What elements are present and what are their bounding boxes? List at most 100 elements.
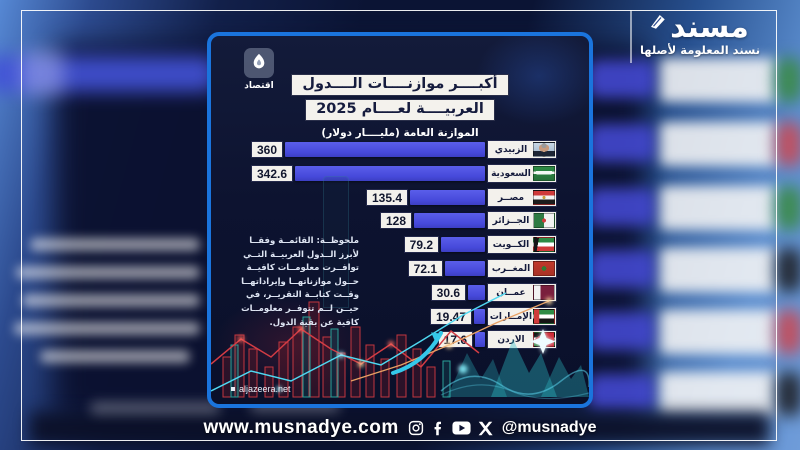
category-label-box: مصــر: [487, 188, 557, 207]
background-blur-label: [660, 310, 776, 354]
bar-value: 342.6: [250, 165, 293, 182]
category-label-box: السعودية: [487, 164, 557, 183]
bar: [475, 332, 485, 347]
chart-title: أكبــــر موازنــــات الــــدول العربيـــ…: [211, 74, 589, 121]
x-icon: [478, 421, 493, 435]
bar-value: 360: [250, 141, 283, 158]
footnote: ملحوظــة: القائمــة وفقــا لأبرز الــدول …: [221, 235, 359, 330]
logo-separator-line: [630, 10, 632, 63]
bar: [441, 237, 485, 252]
category-label: الزبيدي: [494, 144, 528, 155]
background-blur-textline: [30, 238, 200, 251]
oman-flag-icon: [533, 285, 555, 300]
category-label: المغــرب: [491, 263, 531, 274]
algeria-flag-icon: [533, 213, 555, 228]
bar: [414, 213, 485, 228]
background-blur-bar: [588, 188, 656, 226]
bar: [295, 166, 485, 181]
saudi-flag-icon: [533, 166, 555, 181]
footnote-line: لأبرز الــدول العربيــة التــي: [243, 249, 359, 260]
morocco-flag-icon: [533, 261, 555, 276]
chart-row: 135.4 مصــر: [211, 188, 589, 207]
pen-nib-icon: [651, 14, 665, 29]
background-blur-textline: [22, 294, 200, 307]
musnad-brand: مسند نسند المعلومة لأصلها: [622, 10, 778, 58]
category-label: الأردن: [497, 334, 525, 345]
social-icons: [408, 420, 493, 436]
background-blur-flag: [776, 310, 800, 354]
background-blur-flag: [776, 248, 800, 292]
source-watermark: aljazeera.net: [231, 384, 291, 394]
background-blur-flag: [776, 372, 800, 416]
chart-row: 342.6 السعودية: [211, 164, 589, 183]
background-blur-bar: [588, 250, 656, 288]
title-line-1: أكبــــر موازنــــات الــــدول: [291, 74, 509, 96]
bar: [468, 285, 485, 300]
footnote-line: ملحوظــة: القائمــة وفقــا: [249, 236, 359, 246]
bar-value: 19.47: [429, 308, 472, 325]
bar: [474, 309, 485, 324]
aljazeera-logo-block: اقتصاد: [227, 48, 291, 91]
footnote-line: وقــت كتابــة التقريــر، في: [246, 290, 359, 301]
category-label-box: الكــويت: [487, 235, 557, 254]
background-blur-label: [660, 186, 776, 230]
bullet-icon: [231, 387, 235, 391]
category-label-box: الزبيدي: [487, 140, 557, 159]
background-blur-label: [660, 372, 776, 416]
footnote-line: حيــن لــم تتوفــر معلومــات: [241, 303, 359, 314]
background-blur-textline: [16, 266, 200, 279]
decor-monument: [323, 176, 349, 308]
chart-row: 360 الزبيدي: [211, 140, 589, 159]
bar-value: 128: [379, 212, 412, 229]
background-blur-bar: [588, 60, 656, 98]
website-url: www.musnadye.com: [203, 417, 399, 438]
youtube-icon: [452, 421, 471, 435]
background-blur-bar: [588, 374, 656, 412]
category-label: الجــزائر: [492, 215, 530, 226]
category-label: السعودية: [491, 168, 531, 179]
bar-value: 79.2: [403, 236, 439, 253]
al-jazeera-logo-icon: [244, 48, 274, 78]
title-line-2: العربيــــة لعــــام 2025: [305, 99, 495, 121]
bar-value: 72.1: [407, 260, 443, 277]
background-blur-smudge: [90, 402, 220, 414]
background-blur-textline: [40, 350, 190, 363]
category-label: عمــان: [496, 287, 526, 298]
category-label-box: عمــان: [487, 283, 557, 302]
chart-row: 30.6 عمــان: [211, 283, 589, 302]
aljazeera-section-label: اقتصاد: [244, 81, 274, 91]
bar: [445, 261, 485, 276]
category-label-box: الجــزائر: [487, 211, 557, 230]
background-blur-flag: [776, 58, 800, 102]
background-blur-label: [660, 58, 776, 102]
background-blur-flag: [776, 122, 800, 166]
footnote-line: توافــرت معلومــات كافيــة: [246, 263, 359, 274]
kuwait-flag-icon: [533, 237, 555, 252]
footnote-line: حــول موازناتهــا وإيراداتهــا: [241, 276, 359, 287]
chart-row: 128 الجــزائر: [211, 211, 589, 230]
background-blur-flag: [776, 186, 800, 230]
musnad-tagline: نسند المعلومة لأصلها: [639, 43, 761, 57]
facebook-icon: [434, 421, 441, 435]
source-url: aljazeera.net: [239, 384, 291, 394]
category-label-box: المغــرب: [487, 259, 557, 278]
musnad-logo-text: مسند: [670, 10, 749, 45]
social-handle: @musnadye: [501, 419, 597, 436]
background-blur-textline: [14, 322, 200, 335]
bar: [410, 190, 485, 205]
footnote-line: كافية عن بقية الدول.: [269, 317, 360, 328]
background-blur-bar: [588, 124, 656, 162]
bar-value: 135.4: [365, 189, 408, 206]
category-label: الكــويت: [492, 239, 530, 250]
bar-value: 30.6: [430, 284, 466, 301]
footer-bar: www.musnadye.com @musnadye: [0, 413, 800, 443]
chart-row: 79.2 الكــويت: [211, 235, 589, 254]
background-blur-footerband: [30, 412, 770, 445]
category-label: مصــر: [497, 192, 525, 203]
background-blur-bar: [588, 312, 656, 350]
chart-row: 72.1 المغــرب: [211, 259, 589, 278]
background-blur-logo: [22, 50, 64, 96]
background-blur-label: [660, 122, 776, 166]
background-blur-label: [660, 248, 776, 292]
